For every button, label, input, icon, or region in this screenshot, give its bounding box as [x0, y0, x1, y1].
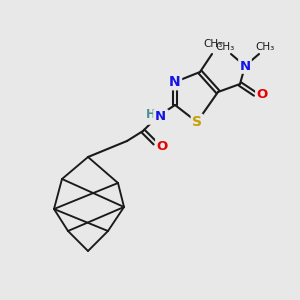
Text: N: N	[239, 59, 250, 73]
Text: N: N	[154, 110, 166, 124]
Text: CH₃: CH₃	[203, 39, 223, 49]
Text: O: O	[256, 88, 268, 100]
Text: CH₃: CH₃	[215, 42, 235, 52]
Text: CH₃: CH₃	[255, 42, 274, 52]
Text: NH: NH	[147, 110, 167, 124]
Text: O: O	[156, 140, 168, 152]
Text: S: S	[192, 115, 202, 129]
Text: N: N	[169, 75, 181, 89]
Text: H: H	[146, 109, 156, 122]
